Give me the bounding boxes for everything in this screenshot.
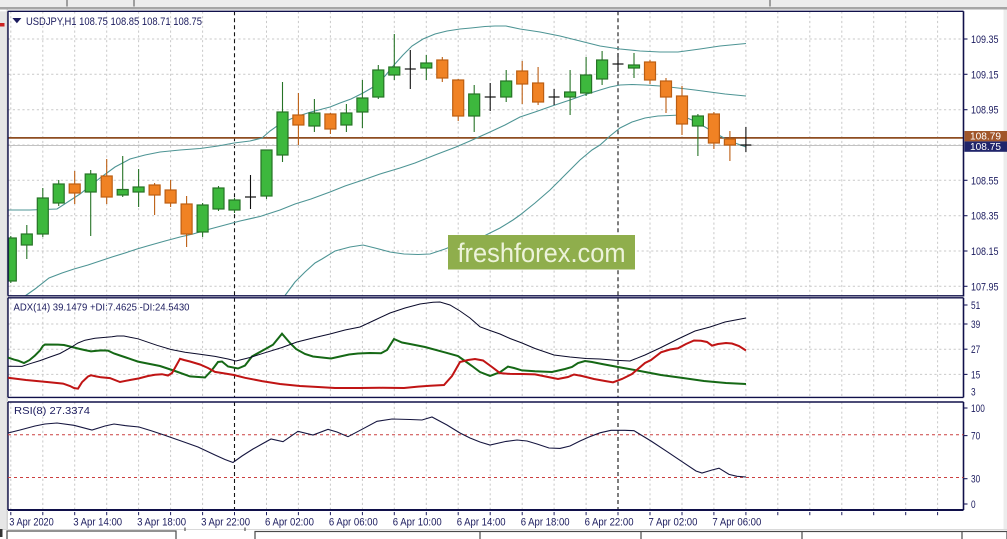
svg-text:108.79: 108.79	[970, 131, 1001, 143]
svg-text:6 Apr 14:00: 6 Apr 14:00	[457, 517, 506, 529]
svg-text:27: 27	[971, 344, 980, 356]
svg-text:100: 100	[971, 403, 985, 415]
svg-text:7 Apr 06:00: 7 Apr 06:00	[712, 517, 761, 529]
svg-text:3 Apr 2020: 3 Apr 2020	[9, 517, 54, 529]
svg-text:3 Apr 22:00: 3 Apr 22:00	[201, 517, 250, 529]
svg-text:70: 70	[971, 431, 980, 443]
svg-text:109.35: 109.35	[971, 34, 999, 46]
svg-text:6 Apr 06:00: 6 Apr 06:00	[329, 517, 378, 529]
svg-text:30: 30	[971, 474, 980, 486]
svg-text:108.95: 108.95	[971, 105, 999, 117]
svg-text:109.15: 109.15	[971, 69, 999, 81]
svg-text:108.75: 108.75	[970, 141, 1001, 153]
svg-text:0: 0	[971, 499, 976, 511]
svg-text:108.55: 108.55	[971, 175, 999, 187]
svg-text:USDJPY,H1 108.75 108.85 108.7: USDJPY,H1 108.75 108.85 108.71 108.75	[26, 16, 202, 28]
svg-text:108.35: 108.35	[971, 211, 999, 223]
svg-text:RSI(8) 27.3374: RSI(8) 27.3374	[14, 405, 90, 417]
svg-text:3: 3	[971, 387, 976, 399]
svg-text:108.15: 108.15	[971, 246, 999, 258]
svg-text:6 Apr 02:00: 6 Apr 02:00	[265, 517, 314, 529]
svg-text:freshforex.com: freshforex.com	[458, 238, 626, 268]
svg-text:6 Apr 18:00: 6 Apr 18:00	[521, 517, 570, 529]
svg-text:15: 15	[971, 369, 980, 381]
svg-text:6 Apr 22:00: 6 Apr 22:00	[585, 517, 634, 529]
svg-text:51: 51	[971, 300, 980, 312]
svg-text:ADX(14) 39.1479 +DI:7.4625 -DI: ADX(14) 39.1479 +DI:7.4625 -DI:24.5430	[14, 302, 190, 314]
svg-text:3 Apr 18:00: 3 Apr 18:00	[137, 517, 186, 529]
svg-text:6 Apr 10:00: 6 Apr 10:00	[393, 517, 442, 529]
svg-text:39: 39	[971, 319, 980, 331]
svg-text:107.95: 107.95	[971, 281, 999, 293]
svg-text:3 Apr 14:00: 3 Apr 14:00	[73, 517, 122, 529]
svg-text:7 Apr 02:00: 7 Apr 02:00	[649, 517, 698, 529]
